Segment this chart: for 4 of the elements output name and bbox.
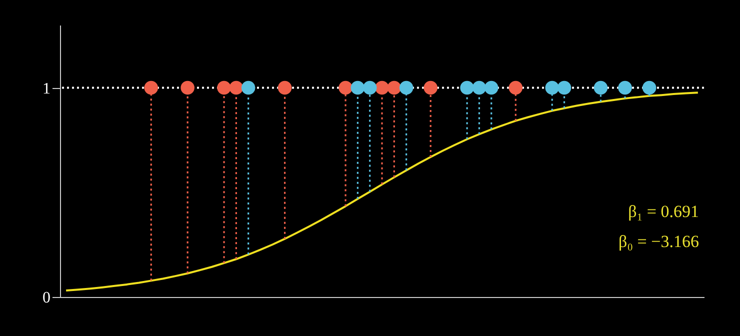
y-tick-label: 0: [42, 290, 50, 306]
annotation: β₁ = 0.691: [628, 202, 699, 221]
y-tick-label: 1: [42, 80, 50, 98]
annotation: β₀ = −3.166: [618, 232, 699, 251]
